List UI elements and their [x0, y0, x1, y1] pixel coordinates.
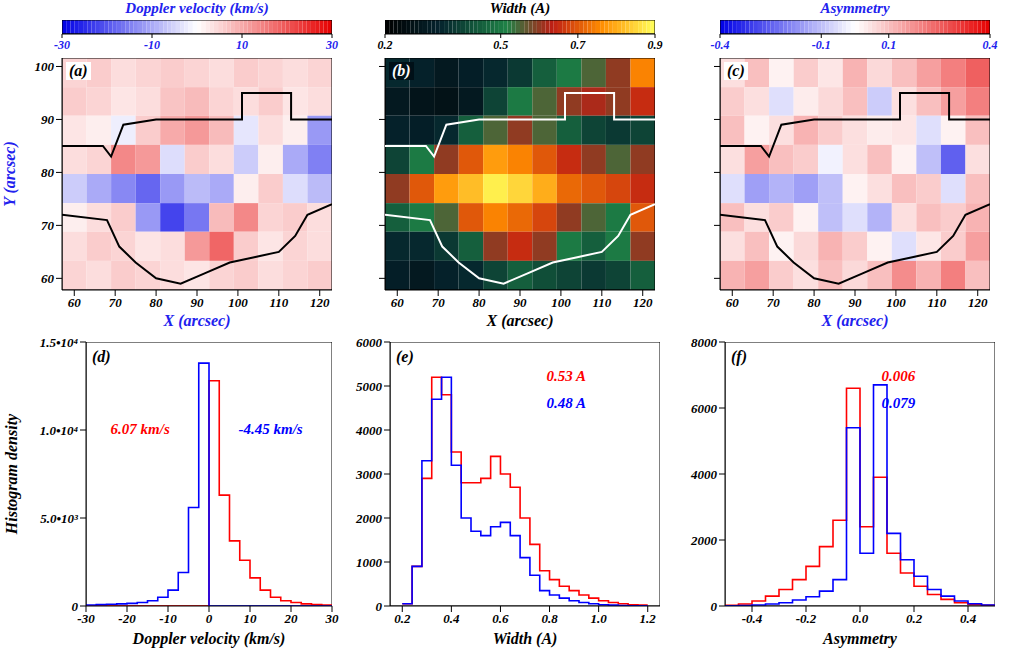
svg-text:-20: -20	[118, 611, 136, 626]
svg-text:60: 60	[391, 295, 405, 310]
html-text:(e): (e)	[396, 348, 414, 365]
svg-text:10: 10	[244, 611, 258, 626]
svg-text:1000: 1000	[356, 555, 383, 570]
svg-text:0.2: 0.2	[378, 38, 393, 52]
svg-text:60: 60	[41, 271, 55, 286]
svg-text:0.1: 0.1	[881, 38, 896, 52]
svg-text:-0.4: -0.4	[711, 38, 730, 52]
svg-text:0.0: 0.0	[852, 611, 869, 626]
svg-text:120: 120	[633, 295, 653, 310]
html-text:(a): (a)	[69, 62, 88, 79]
svg-text:-0.2: -0.2	[796, 611, 817, 626]
svg-text:0: 0	[72, 599, 79, 614]
svg-text:110: 110	[592, 295, 611, 310]
svg-text:2000: 2000	[355, 511, 383, 526]
svg-text:90: 90	[514, 295, 528, 310]
svg-text:70: 70	[109, 295, 123, 310]
html-text:0.079: 0.079	[881, 394, 916, 411]
svg-text:100: 100	[551, 295, 571, 310]
svg-text:110: 110	[269, 295, 288, 310]
html-text:Histogram density: Histogram density	[3, 413, 20, 535]
html-text:(d): (d)	[92, 348, 111, 365]
svg-text:90: 90	[41, 112, 55, 127]
svg-text:0.6: 0.6	[492, 611, 509, 626]
svg-text:8000: 8000	[691, 335, 718, 350]
svg-text:-0.1: -0.1	[812, 38, 831, 52]
svg-text:6000: 6000	[356, 335, 383, 350]
svg-text:80: 80	[473, 295, 487, 310]
svg-text:4000: 4000	[355, 423, 383, 438]
html-text:(c): (c)	[727, 62, 745, 79]
html-text:0.48 A: 0.48 A	[546, 394, 586, 411]
svg-text:0.2: 0.2	[394, 611, 411, 626]
svg-text:70: 70	[432, 295, 446, 310]
svg-text:0.4: 0.4	[960, 611, 977, 626]
svg-text:1.2: 1.2	[640, 611, 657, 626]
html-text:Y (arcsec): Y (arcsec)	[1, 141, 18, 207]
svg-text:5000: 5000	[356, 379, 383, 394]
svg-text:30: 30	[325, 611, 340, 626]
svg-text:-0.4: -0.4	[742, 611, 763, 626]
svg-text:80: 80	[150, 295, 164, 310]
svg-text:1.5•10⁴: 1.5•10⁴	[40, 335, 79, 350]
svg-text:30: 30	[325, 38, 338, 52]
svg-text:120: 120	[968, 295, 988, 310]
svg-text:5.0•10³: 5.0•10³	[40, 511, 79, 526]
svg-text:0: 0	[376, 599, 383, 614]
html-text:Asymmetry: Asymmetry	[820, 0, 890, 16]
html-text:(b): (b)	[392, 62, 411, 79]
html-text:(f): (f)	[731, 348, 747, 365]
html-text:-4.45 km/s: -4.45 km/s	[238, 421, 303, 438]
html-text:Doppler velocity (km/s): Doppler velocity (km/s)	[132, 630, 286, 647]
html-text:X (arcsec): X (arcsec)	[486, 312, 554, 329]
svg-text:0: 0	[206, 611, 213, 626]
svg-text:80: 80	[808, 295, 822, 310]
svg-text:90: 90	[849, 295, 863, 310]
svg-text:1.0: 1.0	[591, 611, 608, 626]
svg-text:100: 100	[886, 295, 906, 310]
svg-text:6000: 6000	[691, 401, 718, 416]
svg-text:10: 10	[236, 38, 248, 52]
svg-text:0.2: 0.2	[906, 611, 923, 626]
svg-text:0.4: 0.4	[983, 38, 998, 52]
html-text:X (arcsec): X (arcsec)	[821, 312, 889, 329]
svg-text:2000: 2000	[690, 533, 718, 548]
svg-text:0.4: 0.4	[443, 611, 460, 626]
html-text:Width (A): Width (A)	[492, 630, 558, 647]
svg-text:60: 60	[68, 295, 82, 310]
svg-text:120: 120	[310, 295, 330, 310]
html-text:Width (A): Width (A)	[489, 0, 551, 16]
svg-text:0: 0	[711, 599, 718, 614]
html-text:X (arcsec): X (arcsec)	[163, 312, 231, 329]
html-text:0.53 A: 0.53 A	[546, 368, 586, 385]
svg-text:-10: -10	[144, 38, 160, 52]
svg-text:0.5: 0.5	[493, 38, 508, 52]
svg-text:4000: 4000	[690, 467, 718, 482]
svg-text:1.0•10⁴: 1.0•10⁴	[40, 423, 79, 438]
html-text:Doppler velocity (km/s): Doppler velocity (km/s)	[125, 0, 269, 16]
html-text:Asymmetry: Asymmetry	[823, 630, 897, 647]
svg-text:100: 100	[228, 295, 248, 310]
svg-text:100: 100	[35, 59, 55, 74]
svg-text:60: 60	[726, 295, 740, 310]
svg-text:70: 70	[41, 218, 55, 233]
svg-text:-30: -30	[54, 38, 70, 52]
svg-text:0.9: 0.9	[648, 38, 663, 52]
svg-text:80: 80	[41, 165, 55, 180]
svg-text:-30: -30	[77, 611, 95, 626]
svg-text:20: 20	[284, 611, 299, 626]
svg-text:70: 70	[767, 295, 781, 310]
svg-text:110: 110	[927, 295, 946, 310]
html-text:6.07 km/s: 6.07 km/s	[110, 421, 170, 438]
html-text:0.006: 0.006	[881, 368, 916, 385]
svg-text:0.7: 0.7	[570, 38, 586, 52]
svg-text:0.8: 0.8	[541, 611, 558, 626]
svg-text:3000: 3000	[355, 467, 383, 482]
svg-text:-10: -10	[159, 611, 177, 626]
svg-text:90: 90	[191, 295, 205, 310]
